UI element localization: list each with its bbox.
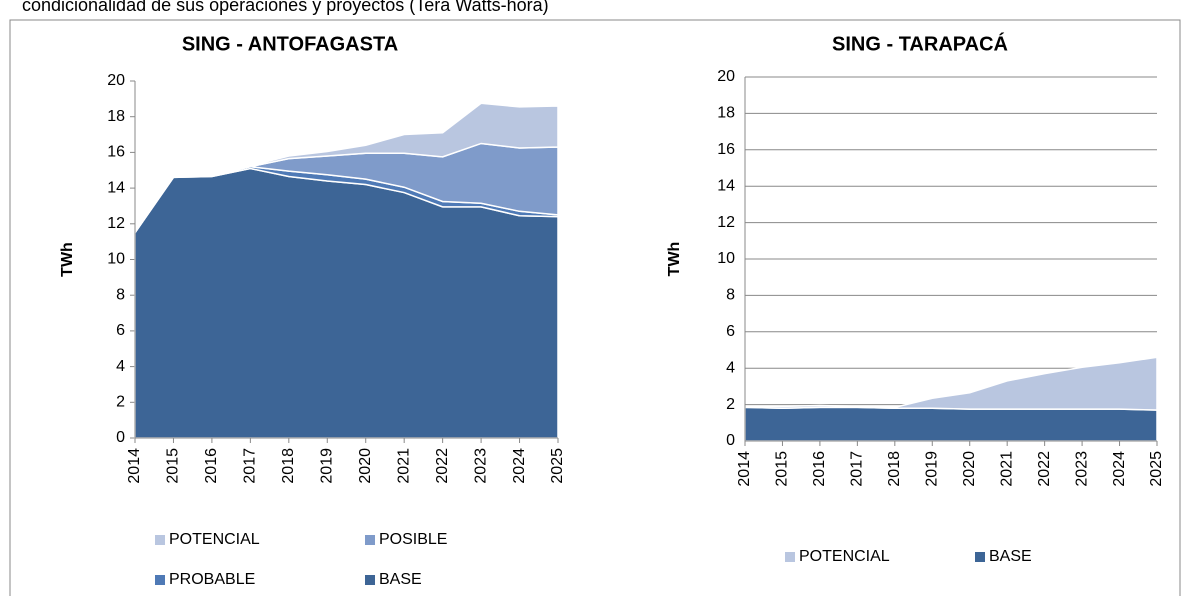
y-tick-label: 0 [116,429,125,446]
x-tick-label: 2022 [434,448,451,484]
x-tick-label: 2019 [318,448,335,484]
x-tick-label: 2022 [1036,451,1053,487]
x-tick-label: 2020 [961,451,978,487]
x-tick-label: 2015 [165,448,182,484]
legend-label: PROBABLE [169,571,255,588]
y-tick-label: 10 [107,251,125,268]
y-axis-label: TWh [666,242,683,277]
y-tick-label: 6 [726,323,735,340]
y-tick-label: 2 [726,396,735,413]
x-tick-label: 2019 [923,451,940,487]
y-tick-label: 6 [116,322,125,339]
x-tick-label: 2014 [126,448,143,484]
legend-swatch [155,575,165,585]
x-tick-label: 2024 [1111,451,1128,487]
y-tick-label: 12 [107,215,125,232]
y-tick-label: 18 [107,108,125,125]
legend-label: POTENCIAL [169,531,260,548]
legend-label: POTENCIAL [799,548,890,565]
legend-swatch [785,552,795,562]
legend-label: BASE [989,548,1032,565]
y-tick-label: 20 [107,72,125,89]
legend-swatch [365,575,375,585]
x-tick-label: 2015 [774,451,791,487]
y-tick-label: 10 [717,250,735,267]
area [134,102,559,236]
x-tick-label: 2014 [736,451,753,487]
legend-swatch [365,535,375,545]
legend-swatch [975,552,985,562]
x-tick-label: 2023 [472,448,489,484]
y-tick-label: 12 [717,214,735,231]
y-tick-label: 4 [726,359,735,376]
y-tick-label: 4 [116,358,125,375]
x-tick-label: 2016 [811,451,828,487]
x-tick-label: 2021 [998,451,1015,487]
header: condicionalidad de sus operaciones y pro… [22,0,549,15]
x-tick-label: 2020 [357,448,374,484]
area [744,406,1158,442]
y-tick-label: 8 [726,287,735,304]
x-tick-label: 2018 [280,448,297,484]
chart-title: SING - ANTOFAGASTA [182,33,398,55]
y-tick-label: 16 [717,141,735,158]
y-tick-label: 18 [717,105,735,122]
x-tick-label: 2017 [242,448,259,484]
y-tick-label: 8 [116,286,125,303]
y-axis-label: TWh [59,242,76,277]
y-tick-label: 0 [726,432,735,449]
y-tick-label: 16 [107,144,125,161]
x-tick-label: 2025 [549,448,566,484]
x-tick-label: 2018 [886,451,903,487]
y-tick-label: 20 [717,68,735,85]
x-tick-label: 2021 [395,448,412,484]
x-tick-label: 2016 [203,448,220,484]
chart-title: SING - TARAPACÁ [832,32,1008,55]
x-tick-label: 2023 [1073,451,1090,487]
y-tick-label: 2 [116,394,125,411]
x-tick-label: 2025 [1148,451,1165,487]
area [744,356,1158,411]
y-tick-label: 14 [107,179,125,196]
x-tick-label: 2017 [849,451,866,487]
legend-label: BASE [379,571,422,588]
x-tick-label: 2024 [511,448,528,484]
legend-swatch [155,535,165,545]
y-tick-label: 14 [717,177,735,194]
legend-label: POSIBLE [379,531,447,548]
